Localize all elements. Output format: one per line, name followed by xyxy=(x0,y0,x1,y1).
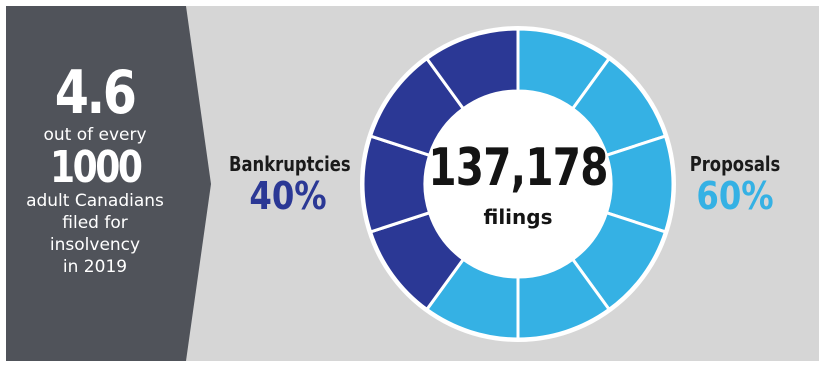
statistic-panel: 4.6 out of every 1000 adult Canadians fi… xyxy=(6,6,211,361)
bankruptcies-label-group: Bankruptcies 40% xyxy=(216,152,360,216)
rate-text-line-4: insolvency xyxy=(49,235,141,255)
rate-text-line-3: filed for xyxy=(62,213,128,233)
donut-segments xyxy=(360,26,676,342)
statistic-content: 4.6 out of every 1000 adult Canadians fi… xyxy=(6,62,184,278)
bankruptcies-label: Bankruptcies xyxy=(228,152,351,176)
proposals-percent: 60% xyxy=(696,174,774,218)
rate-text-line-1: out of every xyxy=(43,125,147,145)
rate-text-line-5: in 2019 xyxy=(62,257,128,277)
bankruptcies-percent: 40% xyxy=(249,174,327,218)
bankruptcies-slice-segment xyxy=(424,27,520,111)
proposals-label: Proposals xyxy=(689,152,781,176)
proposals-label-group: Proposals 60% xyxy=(678,152,792,216)
population-number: 1000 xyxy=(49,142,143,193)
donut-chart xyxy=(360,26,676,342)
rate-number: 4.6 xyxy=(55,58,137,128)
total-filings-unit: filings xyxy=(483,205,553,229)
rate-text-line-2: adult Canadians xyxy=(26,191,164,211)
donut-hole xyxy=(426,92,610,276)
infographic-frame: 4.6 out of every 1000 adult Canadians fi… xyxy=(6,6,819,361)
total-filings-value: 137,178 xyxy=(428,138,608,198)
